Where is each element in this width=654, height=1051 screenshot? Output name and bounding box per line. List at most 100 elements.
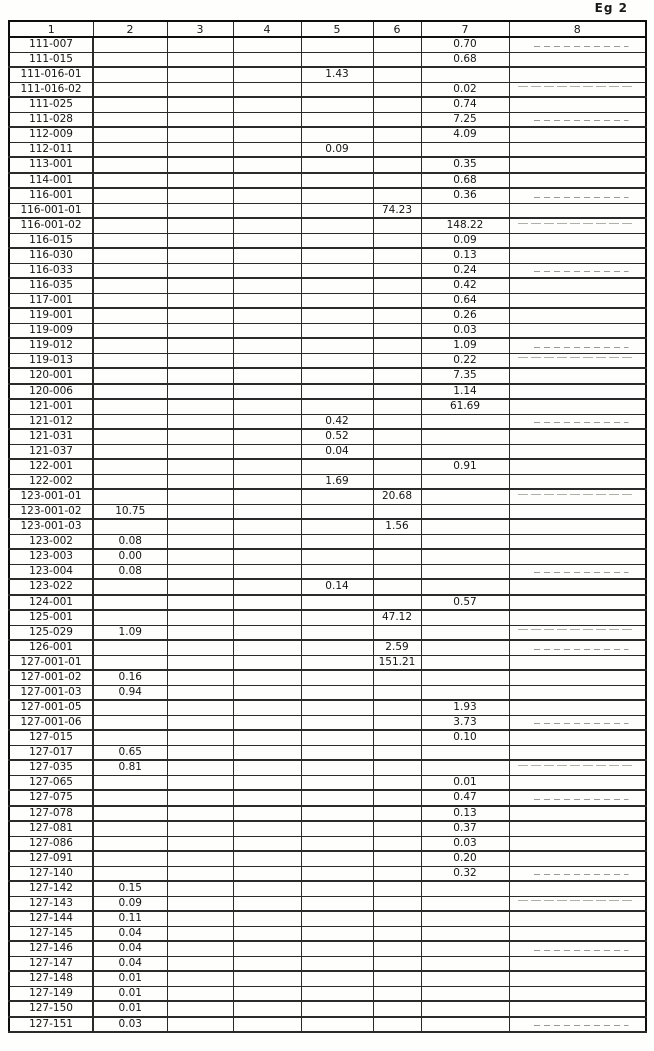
value-cell — [300, 955, 374, 972]
row-id-cell: 122-001 — [8, 458, 94, 475]
value-cell: 0.20 — [420, 850, 510, 867]
value-cell — [232, 156, 302, 173]
row-id-cell: 116-030 — [8, 247, 94, 264]
value-cell: 0.10 — [420, 729, 510, 746]
value-cell — [92, 36, 168, 53]
value-cell — [166, 187, 234, 204]
value-cell — [508, 352, 647, 369]
value-cell — [232, 458, 302, 475]
value-cell — [166, 247, 234, 264]
value-cell — [300, 940, 374, 957]
value-cell — [300, 382, 374, 400]
row-id-cell: 114-001 — [8, 171, 94, 189]
table-row: 127-078 0.13 — [8, 804, 647, 822]
value-cell — [508, 759, 647, 776]
table-row: 127-035 0.81 — [8, 759, 647, 776]
value-cell — [232, 36, 302, 53]
value-cell — [508, 51, 647, 68]
value-cell: 0.14 — [300, 578, 374, 595]
value-cell — [92, 277, 168, 294]
row-id-cell: 123-002 — [8, 533, 94, 550]
value-cell — [92, 262, 168, 279]
value-cell: 1.14 — [420, 382, 510, 400]
value-cell — [372, 1015, 422, 1033]
value-cell — [232, 578, 302, 595]
value-cell — [372, 729, 422, 746]
value-cell — [372, 804, 422, 822]
value-cell — [232, 699, 302, 716]
value-cell — [300, 563, 374, 580]
row-id-cell: 127-148 — [8, 970, 94, 987]
value-cell — [300, 669, 374, 686]
table-row: 127-143 0.09 — [8, 895, 647, 912]
value-cell — [92, 141, 168, 158]
value-cell — [166, 940, 234, 957]
value-cell: 0.68 — [420, 171, 510, 189]
row-id-cell: 127-001-02 — [8, 669, 94, 686]
value-cell — [232, 533, 302, 550]
table-row: 127-149 0.01 — [8, 985, 647, 1002]
value-cell — [92, 518, 168, 535]
value-cell — [372, 367, 422, 384]
value-cell — [420, 428, 510, 445]
table-row: 119-013 0.22 — [8, 352, 647, 369]
value-cell: 0.03 — [92, 1015, 168, 1033]
value-cell — [300, 699, 374, 716]
value-cell — [300, 217, 374, 234]
value-cell — [508, 81, 647, 98]
value-cell — [166, 699, 234, 716]
value-cell — [92, 639, 168, 656]
value-cell — [508, 910, 647, 927]
value-cell — [300, 247, 374, 264]
value-cell — [508, 820, 647, 837]
value-cell — [420, 503, 510, 520]
row-id-cell: 121-001 — [8, 398, 94, 415]
table-row: 111-028 7.25 — [8, 111, 647, 128]
value-cell — [420, 413, 510, 430]
table-row: 127-001-01 151.21 — [8, 654, 647, 671]
table-row: 116-035 0.42 — [8, 277, 647, 294]
value-cell — [372, 970, 422, 987]
value-cell — [232, 1015, 302, 1033]
value-cell — [232, 518, 302, 535]
value-cell — [372, 217, 422, 234]
row-id-cell: 122-002 — [8, 473, 94, 490]
value-cell — [92, 804, 168, 822]
value-cell — [508, 533, 647, 550]
value-cell: 61.69 — [420, 398, 510, 415]
value-cell — [420, 488, 510, 505]
row-id-cell: 127-143 — [8, 895, 94, 912]
value-cell — [420, 141, 510, 158]
value-cell — [92, 774, 168, 791]
value-cell — [300, 503, 374, 520]
value-cell — [232, 367, 302, 384]
value-cell — [232, 789, 302, 806]
value-cell — [508, 548, 647, 565]
table-row: 121-031 0.52 — [8, 428, 647, 445]
value-cell — [372, 865, 422, 882]
value-cell — [420, 548, 510, 565]
value-cell — [166, 669, 234, 686]
value-cell — [232, 639, 302, 656]
value-cell: 0.02 — [420, 81, 510, 98]
value-cell — [300, 850, 374, 867]
value-cell — [300, 458, 374, 475]
value-cell — [232, 669, 302, 686]
value-cell: 1.69 — [300, 473, 374, 490]
value-cell — [166, 292, 234, 309]
value-cell — [166, 744, 234, 761]
table-row: 116-033 0.24 — [8, 262, 647, 279]
value-cell — [92, 81, 168, 98]
row-id-cell: 111-015 — [8, 51, 94, 68]
value-cell — [166, 654, 234, 671]
row-id-cell: 127-142 — [8, 880, 94, 897]
value-cell — [232, 955, 302, 972]
row-id-cell: 127-144 — [8, 910, 94, 927]
value-cell — [508, 337, 647, 354]
value-cell — [92, 367, 168, 384]
value-cell — [372, 940, 422, 957]
value-cell — [420, 940, 510, 957]
value-cell — [166, 714, 234, 731]
value-cell — [372, 503, 422, 520]
